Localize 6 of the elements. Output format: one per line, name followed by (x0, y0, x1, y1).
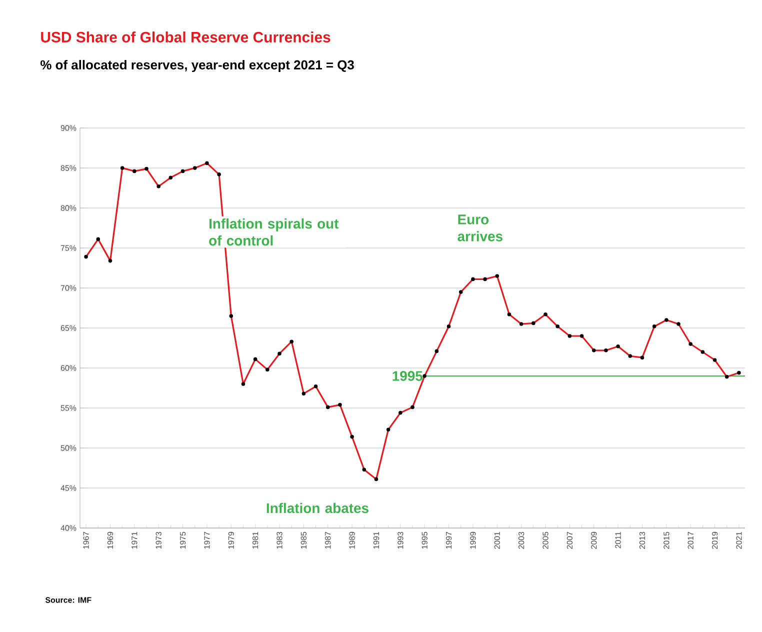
annotation: Euro arrives (458, 214, 502, 242)
chart-subtitle: % of allocated reserves, year-end except 2021 = Q3 (40, 60, 354, 72)
annotation: Inflation abates (266, 502, 368, 514)
annotation: Inflation spirals out of control (209, 218, 339, 246)
annotation: 1995 (392, 371, 423, 381)
chart-title: USD Share of Global Reserve Currencies (41, 32, 330, 42)
